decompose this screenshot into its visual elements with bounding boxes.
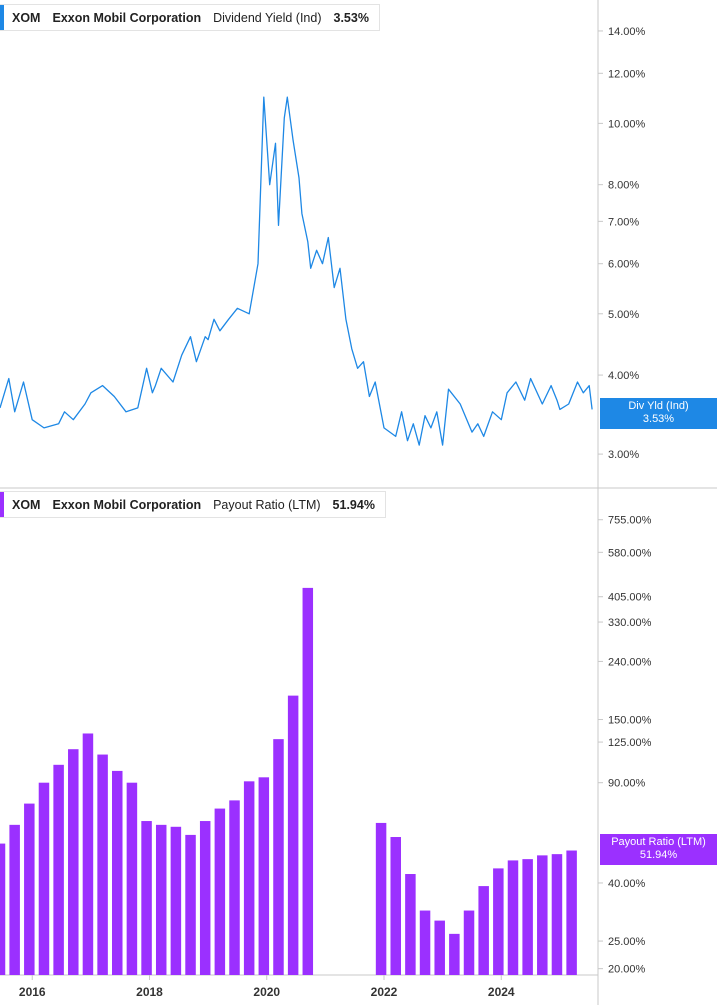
legend-company: Exxon Mobil Corporation (52, 497, 202, 512)
flag-value: 3.53% (642, 413, 675, 425)
payout-ratio-bar (68, 749, 79, 975)
y-tick-label: 330.00% (608, 617, 652, 629)
flag-value: 51.94% (639, 849, 678, 861)
payout-ratio-bar (82, 733, 94, 975)
payout-ratio-bar (375, 822, 387, 975)
y-tick-label: 3.00% (608, 449, 639, 461)
payout-ratio-bar (53, 764, 64, 975)
payout-ratio-bar (405, 874, 416, 975)
y-tick-label: 125.00% (608, 737, 652, 749)
payout-ratio-bar (449, 933, 460, 975)
flag-label: Payout Ratio (LTM) (611, 836, 706, 848)
x-tick-label: 2018 (136, 985, 163, 999)
payout-ratio-bar (522, 859, 533, 975)
legend-payout-ratio: XOM Exxon Mobil Corporation Payout Ratio… (0, 491, 386, 518)
payout-ratio-bar (141, 821, 152, 975)
y-tick-label: 12.00% (608, 68, 646, 80)
y-tick-label: 405.00% (608, 592, 652, 604)
payout-ratio-bar (185, 834, 196, 975)
payout-ratio-bar (170, 826, 182, 975)
x-tick-label: 2016 (19, 985, 46, 999)
payout-ratio-bar (199, 821, 211, 975)
payout-ratio-bar (463, 910, 475, 975)
last-value-flag-dividend-yield: Div Yld (Ind) 3.53% (600, 398, 717, 429)
payout-ratio-bar (419, 910, 431, 975)
payout-ratio-bar (155, 824, 167, 975)
y-tick-label: 5.00% (608, 309, 639, 321)
payout-ratio-bar (126, 782, 138, 975)
y-tick-label: 20.00% (608, 964, 646, 976)
legend-color-swatch (0, 492, 4, 517)
legend-ticker: XOM (12, 497, 41, 512)
payout-ratio-bar (243, 781, 255, 975)
payout-ratio-bar (214, 808, 226, 975)
payout-ratio-bar (434, 920, 445, 975)
legend-metric: Payout Ratio (LTM) (213, 497, 321, 512)
y-tick-label: 10.00% (608, 118, 646, 130)
legend-ticker: XOM (12, 10, 41, 25)
x-tick-label: 2024 (488, 985, 515, 999)
payout-ratio-bar (551, 854, 563, 975)
legend-metric: Dividend Yield (Ind) (213, 10, 322, 25)
legend-color-swatch (0, 5, 4, 30)
x-tick-label: 2022 (371, 985, 398, 999)
payout-ratio-bar (390, 837, 401, 975)
legend-value: 3.53% (333, 10, 369, 25)
payout-ratio-bar (9, 824, 20, 975)
y-tick-label: 4.00% (608, 370, 639, 382)
y-tick-label: 40.00% (608, 878, 646, 890)
legend-company: Exxon Mobil Corporation (52, 10, 202, 25)
payout-ratio-bar (273, 739, 284, 975)
payout-ratio-bar (97, 754, 108, 975)
y-tick-label: 14.00% (608, 26, 646, 38)
payout-ratio-bar (258, 777, 270, 975)
payout-ratio-bar (229, 800, 240, 975)
y-tick-label: 8.00% (608, 180, 639, 192)
y-tick-label: 90.00% (608, 778, 646, 790)
payout-ratio-bar (478, 886, 489, 975)
legend-dividend-yield: XOM Exxon Mobil Corporation Dividend Yie… (0, 4, 380, 31)
y-tick-label: 755.00% (608, 515, 652, 527)
y-tick-label: 25.00% (608, 936, 646, 948)
payout-ratio-bar (24, 803, 35, 975)
payout-ratio-bar (0, 843, 6, 975)
y-tick-label: 240.00% (608, 656, 652, 668)
payout-ratio-bar (302, 587, 314, 975)
y-tick-label: 6.00% (608, 259, 639, 271)
last-value-flag-payout-ratio: Payout Ratio (LTM) 51.94% (600, 834, 717, 865)
payout-ratio-bar (287, 695, 299, 975)
y-tick-label: 150.00% (608, 715, 652, 727)
payout-ratio-bar (112, 770, 123, 975)
flag-label: Div Yld (Ind) (628, 400, 689, 412)
payout-ratio-bar (493, 868, 504, 975)
payout-ratio-bar (566, 850, 577, 975)
payout-ratio-bar (537, 855, 548, 975)
payout-ratio-bar (38, 782, 50, 975)
payout-ratio-bar (507, 860, 519, 975)
dividend-yield-line (0, 96, 593, 446)
x-tick-label: 2020 (253, 985, 280, 999)
legend-value: 51.94% (332, 497, 375, 512)
y-tick-label: 580.00% (608, 547, 652, 559)
plot-layer (0, 96, 593, 975)
y-tick-label: 7.00% (608, 216, 639, 228)
